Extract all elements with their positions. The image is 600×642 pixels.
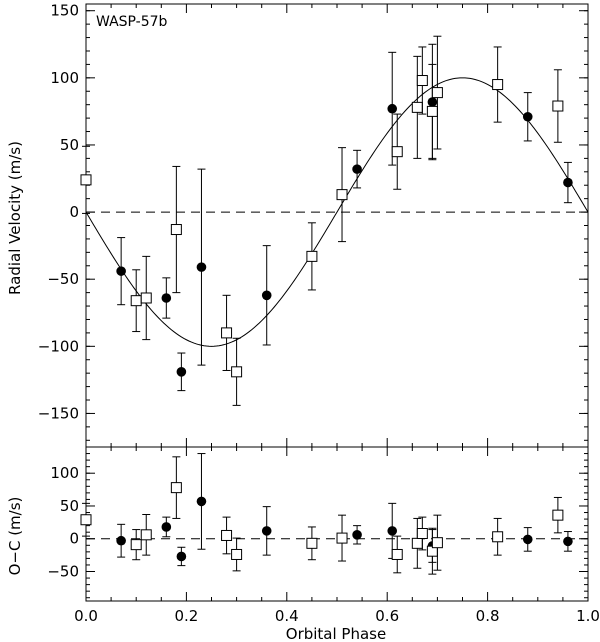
data-point-open [336, 532, 348, 544]
data-point-open [306, 537, 318, 549]
y-tick-label: 100 [50, 464, 79, 482]
data-point-open [431, 537, 443, 549]
data-point-filled [261, 290, 272, 301]
data-point-open [336, 189, 348, 201]
data-point-open [552, 100, 564, 112]
data-point-open [411, 537, 423, 549]
x-tick-label: 1.0 [576, 607, 600, 625]
data-point-open [130, 539, 142, 551]
data-point-open [221, 327, 233, 339]
y-tick-label: −50 [47, 270, 79, 288]
rv-panel: −150 −100 −50 0 50 100 150 [38, 2, 589, 448]
x-tick-label: 0.2 [174, 607, 198, 625]
model-curve [85, 77, 589, 347]
data-point-open [391, 146, 403, 158]
data-point-open [80, 174, 92, 186]
data-point-open [221, 529, 233, 541]
y-tick-label: 0 [69, 530, 79, 548]
residuals-panel: −50 0 50 100 0.0 0.2 0.4 0.6 0.8 1.0 [47, 446, 600, 625]
data-point-open [170, 482, 182, 494]
data-point-open [231, 366, 243, 378]
y-tick-label: −150 [38, 404, 79, 422]
x-tick-label: 0.8 [476, 607, 500, 625]
data-point-open [306, 250, 318, 262]
data-point-filled [261, 526, 272, 536]
y-tick-label: 50 [60, 136, 79, 154]
data-point-open [411, 101, 423, 113]
plot-frame [85, 3, 589, 448]
y-tick-label: 50 [60, 497, 79, 515]
data-point-open [431, 87, 443, 99]
data-point-filled [352, 164, 362, 174]
x-tick-label: 0.0 [74, 607, 98, 625]
x-axis-label: Orbital Phase [286, 625, 386, 642]
data-point-filled [116, 535, 126, 546]
data-point-filled [387, 526, 398, 536]
data-point-filled [563, 536, 573, 547]
planet-label: WASP-57b [96, 14, 168, 30]
data-point-open [552, 509, 564, 521]
data-point-open [492, 531, 504, 543]
data-point-filled [196, 496, 207, 507]
y-tick-label: −100 [38, 337, 79, 355]
x-tick-label: 0.6 [375, 607, 399, 625]
data-point-open [426, 105, 438, 117]
y-tick-label: 100 [50, 69, 79, 87]
data-point-open [170, 224, 182, 236]
data-point-open [416, 528, 428, 540]
data-point-filled [196, 262, 207, 272]
data-point-filled [522, 111, 533, 122]
data-point-open [80, 514, 92, 526]
data-point-filled [176, 551, 187, 562]
data-point-open [140, 529, 152, 541]
data-point-open [140, 292, 152, 304]
x-tick-label: 0.4 [275, 607, 299, 625]
y-tick-label: 0 [69, 203, 79, 221]
data-point-open [391, 548, 403, 560]
plot-frame [85, 446, 589, 602]
data-point-filled [563, 177, 573, 188]
data-point-filled [352, 530, 362, 540]
data-point-open [130, 295, 142, 307]
data-point-open [231, 548, 243, 560]
data-point-filled [161, 293, 172, 303]
data-point-filled [161, 522, 172, 532]
data-point-open [492, 79, 504, 91]
residuals-y-axis-label: O−C (m/s) [6, 497, 24, 576]
rv-y-axis-label: Radial Velocity (m/s) [6, 141, 24, 295]
data-point-filled [522, 534, 533, 545]
data-point-open [416, 75, 428, 87]
y-tick-label: −50 [47, 563, 79, 581]
data-point-filled [176, 367, 187, 377]
data-point-filled [387, 103, 398, 114]
y-tick-label: 150 [50, 2, 79, 20]
data-point-filled [116, 266, 126, 276]
